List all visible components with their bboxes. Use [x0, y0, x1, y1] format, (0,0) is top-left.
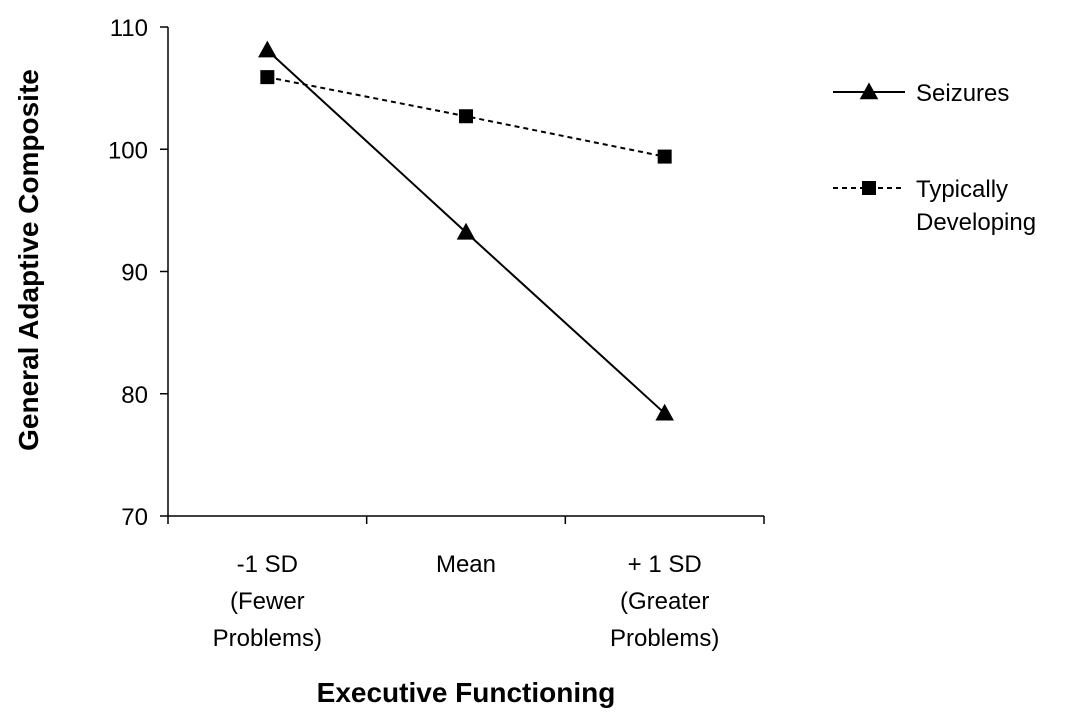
x-tick-label: Mean: [436, 551, 496, 578]
legend-item: Typically Developing: [833, 176, 1036, 236]
x-tick-label: Problems): [213, 625, 322, 652]
data-point-marker: [258, 40, 277, 58]
series-layer: [258, 40, 674, 421]
y-tick-label: 110: [110, 15, 148, 42]
data-point-marker: [459, 109, 473, 124]
x-tick-label: Problems): [610, 625, 719, 652]
y-tick-label: 80: [121, 382, 148, 409]
y-ticks: 70 80 90 100 110: [108, 15, 168, 531]
legend-label: Seizures: [916, 80, 1009, 107]
legend-item: Seizures: [833, 80, 1009, 107]
series-seizures: [258, 40, 674, 421]
x-tick-label: + 1 SD: [628, 551, 702, 578]
data-point-marker: [456, 222, 476, 240]
data-point-marker: [260, 70, 275, 85]
axes: [167, 27, 764, 517]
y-tick-label: 70: [121, 504, 148, 531]
legend-marker: [859, 82, 879, 100]
x-axis-title: Executive Functioning: [317, 677, 616, 708]
legend-marker: [862, 181, 876, 195]
y-tick-label: 100: [108, 137, 148, 164]
x-tick-label: (Fewer: [230, 588, 305, 615]
y-axis-title: General Adaptive Composite: [13, 69, 44, 451]
x-tick-label: -1 SD: [237, 551, 298, 578]
x-tick-label: (Greater: [620, 588, 709, 615]
legend-label: Typically: [916, 176, 1008, 203]
x-ticks: -1 SD (Fewer Problems) Mean + 1 SD (Greater Pr…: [167, 516, 765, 652]
legend: Seizures Typically Developing: [833, 80, 1036, 236]
y-tick-label: 90: [121, 260, 148, 287]
series-typically-developing: [260, 70, 672, 164]
data-point-marker: [655, 403, 674, 421]
data-point-marker: [657, 149, 672, 164]
legend-label: Developing: [916, 209, 1036, 236]
